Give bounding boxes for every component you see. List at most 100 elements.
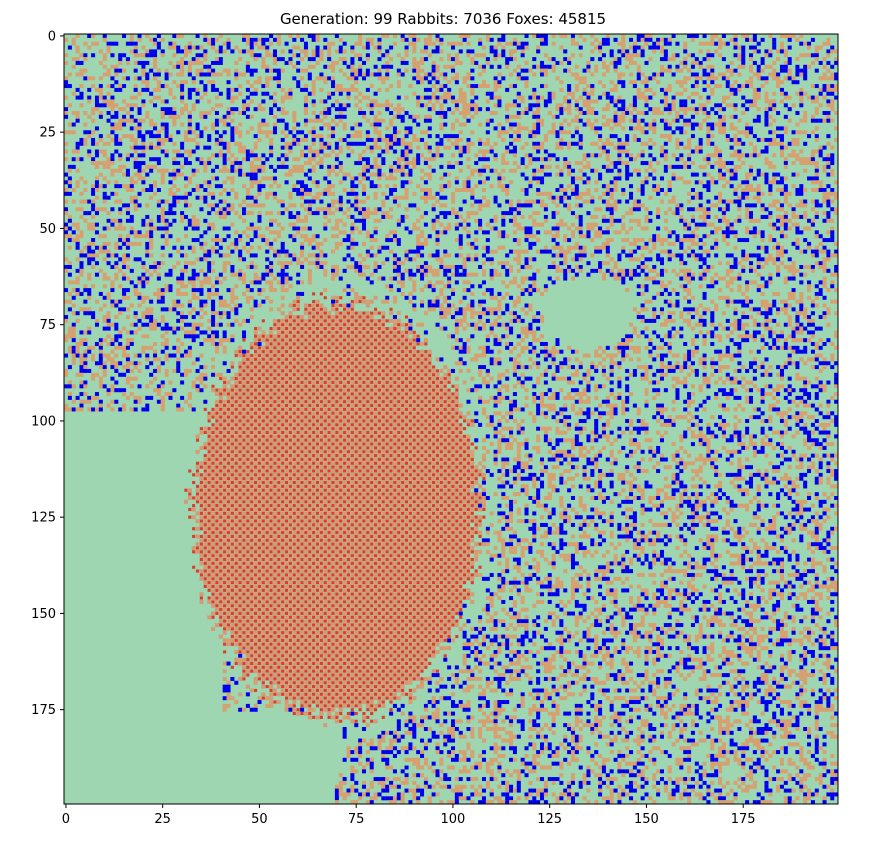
rabbit-cell [648, 211, 653, 216]
grass-cell [319, 241, 324, 246]
rabbit-cell [64, 180, 69, 185]
rabbit-cell [346, 245, 351, 250]
rabbit-cell [94, 99, 99, 104]
rabbit-cell [365, 137, 370, 142]
grass-cell [563, 118, 568, 123]
grass-cell [307, 203, 312, 208]
grass-cell [392, 107, 397, 112]
grass-cell [183, 134, 188, 139]
rabbit-cell [149, 53, 154, 58]
rabbit-cell [768, 107, 773, 112]
grass-cell [462, 218, 467, 223]
grass-cell [102, 37, 107, 42]
rabbit-cell [400, 149, 405, 154]
rabbit-cell [826, 60, 831, 65]
rabbit-cell [83, 130, 88, 135]
rabbit-cell [253, 172, 258, 177]
grass-cell [439, 107, 444, 112]
grass-cell [621, 149, 626, 154]
rabbit-cell [222, 157, 227, 162]
grass-cell [768, 161, 773, 166]
grass-cell [625, 57, 630, 62]
rabbit-cell [652, 72, 657, 77]
grass-cell [721, 161, 726, 166]
grass-cell [451, 122, 456, 127]
grass-cell [540, 199, 545, 204]
grass-cell [114, 241, 119, 246]
rabbit-cell [160, 122, 165, 127]
rabbit-cell [667, 257, 672, 262]
rabbit-cell [207, 180, 212, 185]
grass-cell [191, 107, 196, 112]
grass-cell [222, 261, 227, 266]
rabbit-cell [598, 126, 603, 131]
grass-cell [265, 122, 270, 127]
grass-cell [586, 99, 591, 104]
grass-cell [582, 37, 587, 42]
rabbit-cell [570, 168, 575, 173]
grass-cell [385, 214, 390, 219]
rabbit-cell [64, 265, 69, 269]
grass-cell [75, 257, 80, 262]
rabbit-cell [764, 137, 769, 142]
grass-cell [439, 188, 444, 192]
grass-cell [257, 157, 262, 162]
rabbit-cell [257, 218, 262, 223]
grass-cell [129, 49, 134, 54]
grass-cell [524, 45, 529, 50]
rabbit-cell [752, 134, 757, 139]
grass-cell [385, 34, 390, 38]
grass-cell [226, 141, 231, 146]
rabbit-cell [745, 107, 750, 112]
grass-cell [741, 130, 746, 135]
rabbit-cell [636, 37, 641, 42]
grass-cell [416, 37, 421, 42]
grass-cell [331, 168, 336, 173]
grass-cell [91, 253, 96, 258]
rabbit-cell [760, 149, 765, 154]
grass-cell [300, 149, 305, 154]
rabbit-cell [481, 253, 486, 258]
grass-cell [559, 34, 564, 38]
grass-cell [458, 245, 463, 250]
grass-cell [373, 45, 378, 50]
grass-cell [505, 261, 510, 266]
grass-cell [327, 49, 332, 54]
grass-cell [218, 72, 223, 77]
grass-cell [245, 191, 250, 196]
grass-cell [648, 164, 653, 169]
grass-cell [447, 172, 452, 177]
grass-cell [803, 265, 808, 269]
rabbit-cell [783, 214, 788, 219]
grass-cell [443, 265, 448, 269]
grass-cell [365, 118, 370, 123]
grass-cell [257, 234, 262, 239]
grass-cell [195, 134, 200, 139]
grass-cell [396, 168, 401, 173]
grass-cell [110, 107, 115, 112]
grass-cell [652, 111, 657, 115]
grass-cell [149, 122, 154, 127]
rabbit-cell [501, 222, 506, 227]
rabbit-cell [226, 45, 231, 50]
rabbit-cell [153, 157, 158, 162]
rabbit-cell [675, 238, 680, 243]
rabbit-cell [702, 172, 707, 177]
rabbit-cell [160, 84, 165, 89]
grass-cell [466, 141, 471, 146]
grass-cell [311, 253, 316, 258]
rabbit-cell [137, 257, 142, 262]
grass-cell [625, 230, 630, 235]
rabbit-cell [698, 191, 703, 196]
grass-cell [834, 180, 839, 185]
grass-cell [795, 157, 800, 162]
rabbit-cell [675, 126, 680, 131]
grass-cell [706, 153, 711, 158]
rabbit-cell [365, 157, 370, 162]
grass-cell [323, 107, 328, 112]
grass-cell [176, 249, 181, 254]
rabbit-cell [663, 37, 668, 42]
grass-cell [83, 218, 88, 223]
rabbit-cell [245, 95, 250, 100]
grass-cell [423, 241, 428, 246]
